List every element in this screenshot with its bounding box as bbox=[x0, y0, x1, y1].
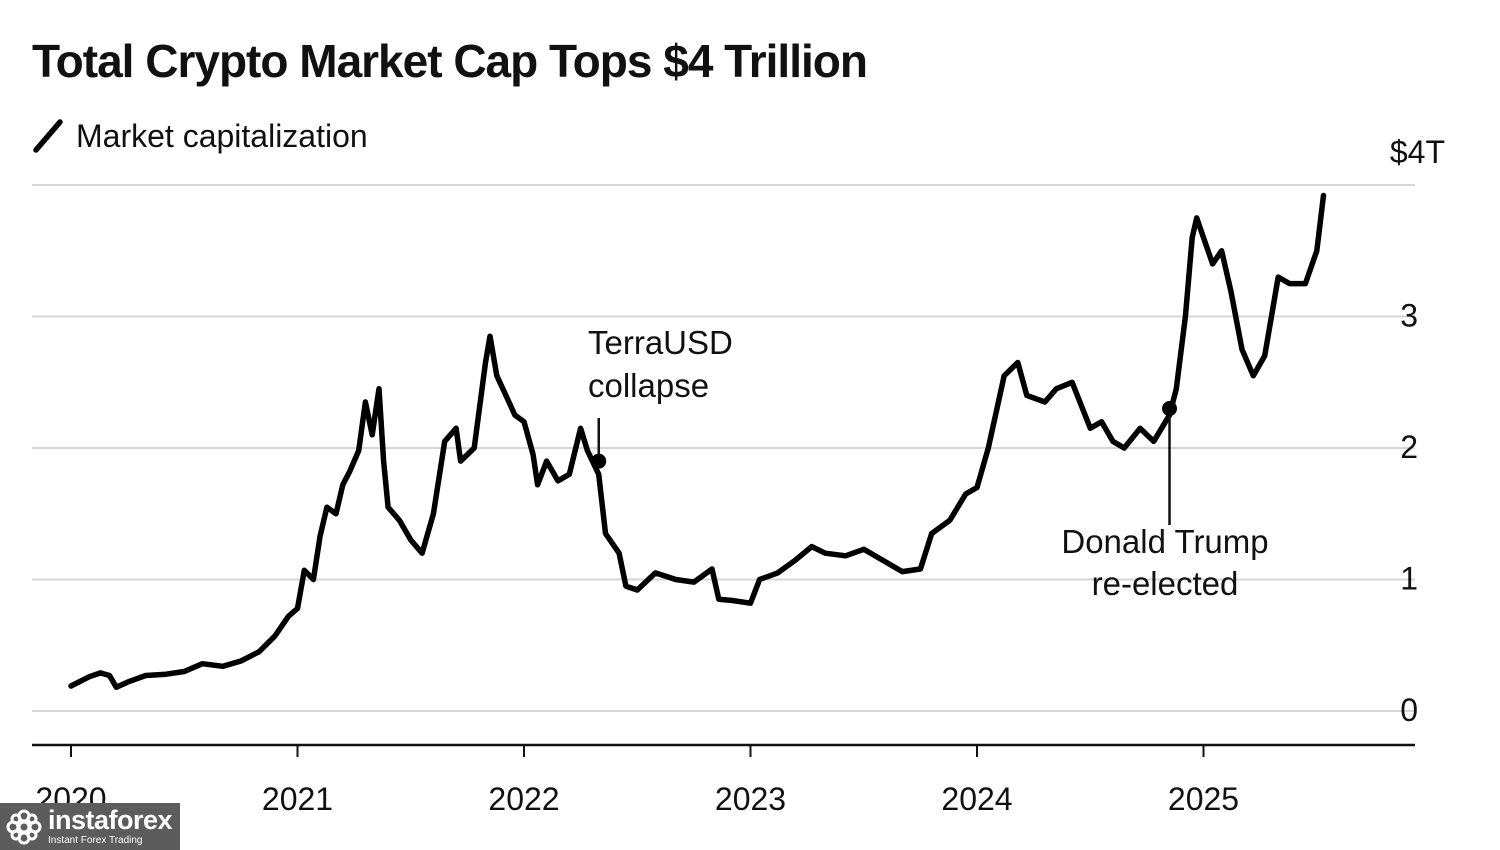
y-tick-label-4: 0 bbox=[1400, 692, 1418, 728]
legend-label: Market capitalization bbox=[76, 117, 368, 154]
x-tick-label-5: 2025 bbox=[1168, 781, 1239, 817]
gear-flower-logo-icon bbox=[6, 809, 42, 844]
legend-line-swatch-icon bbox=[33, 119, 63, 153]
watermark: instaforex Instant Forex Trading bbox=[0, 803, 180, 850]
annotation-marker-1 bbox=[1162, 401, 1178, 417]
x-tick-label-3: 2023 bbox=[715, 781, 786, 817]
y-axis: $4T 3 2 1 0 bbox=[1390, 134, 1445, 728]
x-tick-label-2: 2022 bbox=[488, 781, 559, 817]
x-axis: 2020 2021 2022 2023 2024 2025 bbox=[32, 743, 1415, 817]
y-tick-label-1: 3 bbox=[1400, 298, 1418, 334]
annotation-text-0-1: collapse bbox=[588, 367, 709, 404]
series-line-0 bbox=[68, 192, 1327, 691]
annotations: TerraUSD collapse Donald Trump re-elected bbox=[588, 324, 1269, 602]
legend: Market capitalization bbox=[32, 114, 368, 158]
y-tick-label-0: $4T bbox=[1390, 134, 1445, 170]
series-group bbox=[68, 192, 1327, 691]
y-tick-label-2: 2 bbox=[1400, 429, 1418, 465]
chart-title: Total Crypto Market Cap Tops $4 Trillion bbox=[32, 35, 868, 87]
annotation-text-0-0: TerraUSD bbox=[588, 324, 733, 361]
annotation-text-1-1: re-elected bbox=[1092, 565, 1239, 602]
annotation-text-1-0: Donald Trump bbox=[1061, 523, 1268, 560]
watermark-brand: instaforex bbox=[48, 805, 173, 835]
gridlines bbox=[32, 184, 1415, 712]
y-tick-label-3: 1 bbox=[1400, 561, 1418, 597]
x-tick-label-1: 2021 bbox=[262, 781, 333, 817]
watermark-tagline: Instant Forex Trading bbox=[48, 835, 143, 846]
annotation-marker-0 bbox=[591, 453, 607, 469]
x-tick-label-4: 2024 bbox=[941, 781, 1012, 817]
